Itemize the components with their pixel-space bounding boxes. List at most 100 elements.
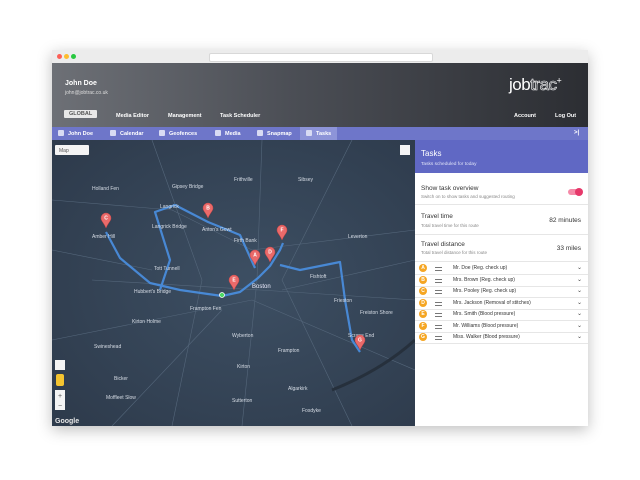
panel-header: Tasks Tasks scheduled for today — [415, 140, 588, 173]
drag-handle[interactable] — [435, 290, 442, 294]
nav-item[interactable]: Media Editor — [116, 113, 150, 119]
task-row[interactable]: G Miss. Walker (Blood pressure) ⌄ — [415, 331, 588, 344]
task-name: Mr. Williams (Blood pressure) — [453, 322, 519, 329]
task-marker[interactable]: D — [264, 246, 276, 263]
marker-pin — [276, 224, 288, 241]
task-marker[interactable]: C — [100, 212, 112, 229]
zoom-in[interactable]: + — [58, 393, 62, 400]
tab[interactable]: Media — [215, 130, 241, 137]
panel-title: Tasks — [421, 149, 442, 158]
travel-time-value: 82 minutes — [549, 217, 581, 224]
map[interactable]: Holland Fen Gipsey Bridge Frithville Sib… — [52, 140, 415, 426]
marker-letter: F — [280, 228, 283, 234]
task-marker[interactable]: A — [249, 249, 261, 266]
nav-item[interactable]: Task Scheduler — [220, 113, 261, 119]
place-label: Frithville — [234, 177, 253, 183]
task-name: Mrs. Smith (Blood pressure) — [453, 311, 516, 317]
street-view-button[interactable] — [56, 374, 64, 386]
tab[interactable]: Snapmap — [257, 130, 292, 137]
map-type-label: Map — [59, 148, 69, 154]
place-label: Kirton — [237, 364, 250, 370]
marker-letter: C — [104, 216, 108, 222]
drag-handle[interactable] — [435, 313, 442, 317]
marker-pin — [100, 212, 112, 229]
place-labels: Holland Fen Gipsey Bridge Frithville Sib… — [92, 177, 393, 414]
place-label: Anton's Gowt — [202, 227, 232, 233]
nav-item[interactable]: Management — [168, 113, 202, 119]
travel-distance-label: Travel distance — [421, 241, 465, 248]
travel-time-hint: Total travel time for this route — [421, 223, 479, 228]
expand-icon[interactable]: ⌄ — [576, 288, 582, 294]
tasks-panel: Tasks Tasks scheduled for today Show tas… — [415, 140, 588, 426]
task-list: A Mr. Doe (Reg. check up) ⌄ B Mrs. Brown (Re… — [415, 261, 588, 344]
tab-label: Media — [225, 131, 241, 137]
collapse-icon[interactable]: >| — [574, 130, 580, 136]
task-row[interactable]: A Mr. Doe (Reg. check up) ⌄ — [415, 262, 588, 275]
drag-handle[interactable] — [435, 336, 442, 340]
browser-toolbar — [52, 50, 588, 64]
expand-icon[interactable]: ⌄ — [576, 334, 582, 340]
task-row[interactable]: B Mrs. Brown (Reg. check up) ⌄ — [415, 274, 588, 287]
task-row[interactable]: C Mrs. Pooley (Reg. check up) ⌄ — [415, 285, 588, 298]
place-label: Swineshead — [94, 344, 121, 350]
expand-icon[interactable]: ⌄ — [576, 276, 582, 283]
place-label: Freiston Shore — [360, 310, 393, 316]
nav-item[interactable]: Account — [514, 113, 536, 119]
place-label: Algarkirk — [288, 386, 308, 392]
drag-handle[interactable] — [435, 278, 442, 283]
task-row[interactable]: E Mrs. Smith (Blood pressure) ⌄ — [415, 308, 588, 321]
zoom-button[interactable] — [71, 54, 76, 59]
fullscreen-button[interactable] — [400, 145, 410, 155]
place-label: Frieston — [334, 298, 352, 304]
tab-label: Calendar — [120, 131, 144, 137]
nav-global[interactable]: GLOBAL — [64, 110, 98, 118]
user-email: john@jobtrac.co.uk — [65, 90, 108, 96]
place-label: Langrick Bridge — [152, 224, 187, 230]
place-label: Boston — [252, 284, 271, 290]
expand-icon[interactable]: ⌄ — [576, 299, 582, 306]
expand-icon[interactable]: ⌄ — [576, 322, 582, 329]
tab[interactable]: Geofences — [159, 130, 197, 137]
drag-handle[interactable] — [435, 324, 442, 329]
place-label: Firth Bank — [234, 238, 257, 244]
logo-accent: trac — [530, 75, 557, 95]
tab-active[interactable]: Tasks — [300, 127, 338, 140]
map-type-selector[interactable] — [55, 145, 89, 155]
route — [105, 203, 361, 353]
overview-hint: Switch on to show tasks and suggested ro… — [421, 194, 515, 199]
start-point[interactable] — [219, 292, 225, 298]
task-letter: E — [419, 310, 427, 318]
place-label: Amber Hill — [92, 234, 115, 240]
tab[interactable]: John Doe — [58, 130, 93, 137]
marker-pin — [202, 202, 214, 219]
zoom-out[interactable]: − — [58, 403, 62, 410]
address-bar[interactable] — [209, 53, 433, 62]
minimize-button[interactable] — [64, 54, 69, 59]
marker-letter: G — [358, 338, 362, 344]
zoom-controls — [55, 390, 65, 410]
task-marker[interactable]: G — [354, 334, 366, 351]
drag-handle[interactable] — [435, 267, 442, 271]
overview-toggle[interactable] — [568, 188, 583, 196]
nav-item[interactable]: Log Out — [555, 113, 577, 119]
task-row[interactable]: F Mr. Williams (Blood pressure) ⌄ — [415, 320, 588, 333]
marker-pin — [354, 334, 366, 351]
expand-icon[interactable]: ⌄ — [576, 311, 582, 317]
close-button[interactable] — [57, 54, 62, 59]
locate-button[interactable] — [55, 360, 65, 370]
task-row[interactable]: D Mrs. Jackson (Removal of stitches) ⌄ — [415, 297, 588, 310]
tab[interactable]: Calendar — [110, 130, 144, 137]
place-label: Fishtoft — [310, 274, 327, 280]
place-label: Frampton — [278, 348, 300, 354]
drag-handle[interactable] — [435, 301, 442, 306]
tab-label: Snapmap — [267, 131, 292, 137]
task-name: Mr. Doe (Reg. check up) — [453, 265, 508, 271]
marker-letter: A — [253, 253, 257, 259]
task-marker[interactable]: F — [276, 224, 288, 241]
task-marker[interactable]: B — [202, 202, 214, 219]
tab-label: John Doe — [68, 131, 94, 137]
place-label: Gipsey Bridge — [172, 184, 204, 190]
expand-icon[interactable]: ⌄ — [576, 265, 582, 271]
place-label: Frampton Fen — [190, 306, 222, 312]
task-marker[interactable]: E — [228, 274, 240, 291]
